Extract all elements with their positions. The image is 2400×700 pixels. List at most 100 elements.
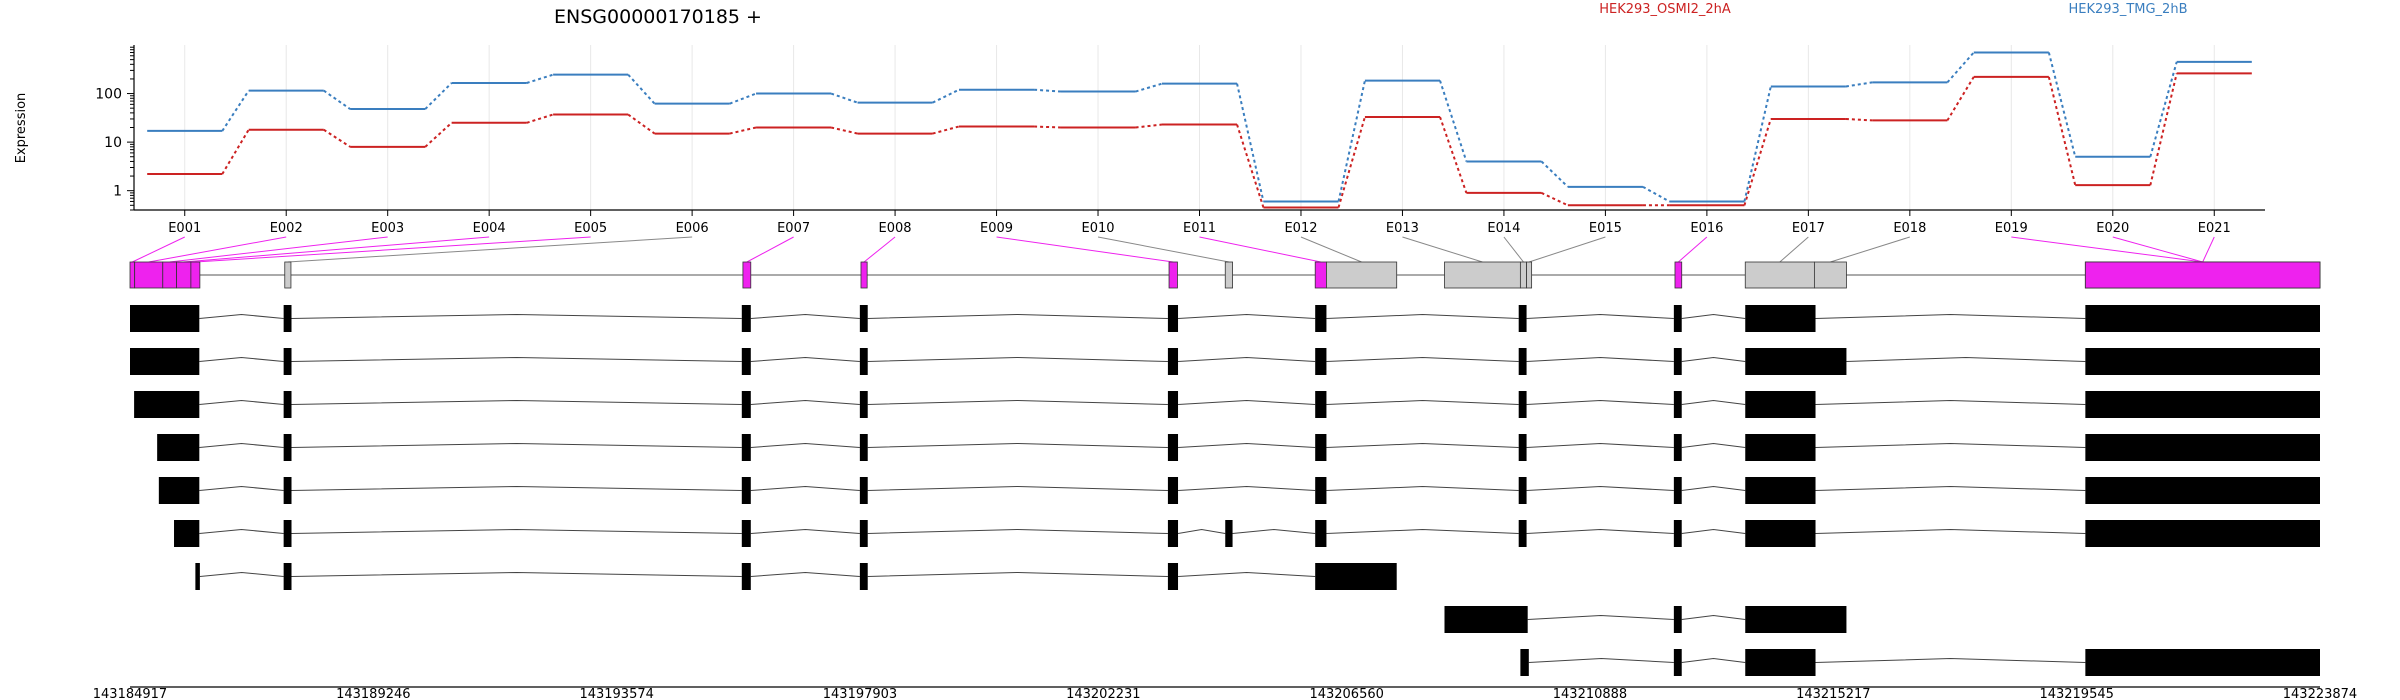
exon-connector — [195, 236, 591, 263]
transcript — [130, 348, 2320, 375]
x-tick-label: E014 — [1487, 221, 1520, 236]
series-transition — [526, 113, 554, 124]
x-tick-label: E015 — [1589, 221, 1622, 236]
series-transition — [221, 129, 250, 175]
grid-lines — [184, 45, 2215, 210]
transcripts — [130, 305, 2320, 676]
exon-bin — [134, 261, 164, 289]
intron — [1326, 313, 1519, 319]
series-transition — [323, 128, 351, 148]
intron — [1815, 399, 2086, 405]
exon — [2085, 477, 2320, 504]
x-tick-label: E003 — [371, 221, 404, 236]
intron — [199, 313, 284, 319]
transcript — [195, 563, 1397, 590]
exon — [1315, 391, 1327, 418]
exon — [741, 348, 751, 375]
exon — [283, 391, 292, 418]
exon — [1745, 305, 1816, 332]
exon — [2085, 520, 2320, 547]
series-lines — [147, 51, 2252, 209]
series-transition — [1135, 123, 1163, 129]
x-tick-label: E012 — [1284, 221, 1317, 236]
exon — [741, 391, 751, 418]
exon — [283, 563, 292, 590]
exon-connector — [1402, 236, 1483, 263]
y-tick-label: 100 — [95, 87, 122, 103]
exon-bin — [1224, 261, 1233, 289]
exon — [1673, 520, 1682, 547]
intron — [291, 356, 742, 362]
intron — [291, 528, 742, 534]
series-transition — [1845, 81, 1873, 88]
legend-series-2: HEK293_TMG_2hB — [2069, 2, 2188, 17]
intron — [1815, 485, 2086, 491]
intron — [867, 399, 1168, 405]
intron — [867, 528, 1168, 534]
transcript — [1520, 649, 2320, 676]
intron — [1527, 614, 1674, 620]
exon-bin — [1168, 261, 1178, 289]
intron — [1815, 657, 2086, 663]
exon-connector — [1830, 236, 1910, 263]
exon — [1315, 563, 1397, 590]
exon — [1520, 649, 1529, 676]
exon-connector — [863, 236, 896, 263]
intron — [750, 356, 860, 362]
exon — [1673, 348, 1682, 375]
exon — [1673, 477, 1682, 504]
series-transition — [221, 90, 250, 132]
intron — [1178, 399, 1316, 405]
genome-tick-label: 143197903 — [823, 687, 897, 700]
intron — [291, 399, 742, 405]
series-transition — [2047, 52, 2077, 157]
exon — [1167, 477, 1179, 504]
intron — [867, 313, 1168, 319]
exon-bin — [129, 261, 136, 289]
y-axis: 1 10 100 — [95, 45, 135, 211]
exon — [741, 563, 751, 590]
exon — [1167, 391, 1179, 418]
intron — [750, 399, 860, 405]
intron — [291, 313, 742, 319]
series-transition — [1743, 86, 1772, 202]
exon-bin — [284, 261, 292, 289]
exon — [859, 391, 868, 418]
exon — [1315, 520, 1327, 547]
exon-connector — [1528, 236, 1606, 263]
exon-connector — [996, 236, 1174, 263]
transcript — [130, 305, 2320, 332]
x-tick-label: E002 — [270, 221, 303, 236]
intron — [867, 356, 1168, 362]
exon — [2085, 434, 2320, 461]
exon-bin — [1744, 261, 1815, 289]
series-transition — [1034, 88, 1061, 93]
intron — [1177, 528, 1226, 534]
series-transition — [932, 88, 960, 104]
series-transition — [1743, 118, 1772, 206]
exon — [195, 563, 200, 590]
series-transition — [1946, 51, 1975, 84]
exon — [283, 348, 292, 375]
exon-bin — [1519, 261, 1527, 289]
exon — [1518, 477, 1527, 504]
intron — [1681, 528, 1746, 534]
intron — [750, 571, 860, 577]
intron — [1326, 442, 1519, 448]
exon — [157, 434, 200, 461]
series-transition — [2149, 73, 2178, 186]
exon — [1167, 305, 1179, 332]
x-axis: E001 E002 E003 E004 E005 E006 E007 E008 E009 E010… — [134, 209, 2265, 236]
intron — [1815, 528, 2086, 534]
x-tick-label: E004 — [473, 221, 506, 236]
series-transition — [424, 122, 453, 148]
series-transition — [729, 92, 757, 105]
exon — [1518, 305, 1527, 332]
intron — [867, 571, 1168, 577]
intron — [750, 442, 860, 448]
series-transition — [1236, 124, 1265, 208]
x-tick-label: E001 — [168, 221, 201, 236]
exon-bin — [162, 261, 177, 289]
exon — [1518, 348, 1527, 375]
x-tick-label: E018 — [1893, 221, 1926, 236]
